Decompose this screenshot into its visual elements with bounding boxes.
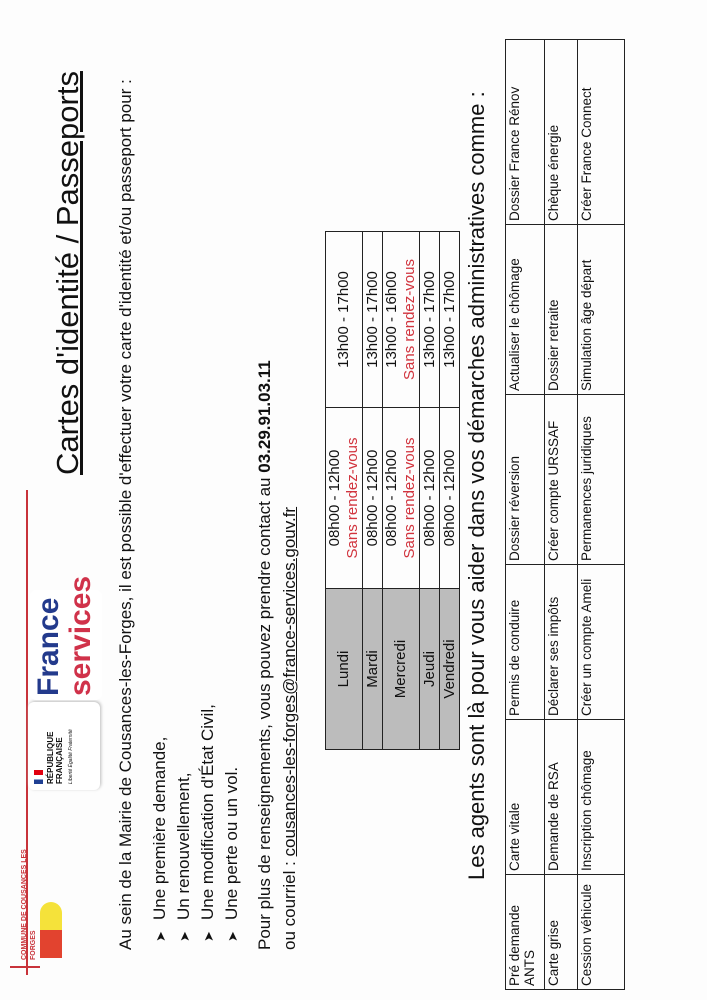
list-item-text: Une première demande, xyxy=(150,736,169,920)
day-cell: Lundi xyxy=(325,588,363,750)
morning-cell: 08h00 - 12h00 Sans rendez-vous xyxy=(382,407,420,589)
day-cell: Jeudi xyxy=(419,588,440,750)
service-cell: Permis de conduire xyxy=(505,564,545,720)
flag-icon xyxy=(34,770,43,784)
contact-text: Pour plus de renseignements, vous pouvez… xyxy=(255,477,274,950)
table-row: Mardi 08h00 - 12h00 13h00 - 17h00 xyxy=(362,231,383,750)
phone-number[interactable]: 03.29.91.03.11 xyxy=(255,360,274,473)
service-cell: Créer France Connect xyxy=(577,39,625,225)
service-cell: Dossier réversion xyxy=(505,394,545,565)
france-services-logo: France services xyxy=(30,576,102,700)
morning-cell: 08h00 - 12h00 Sans rendez-vous xyxy=(325,407,363,589)
table-row: Lundi 08h00 - 12h00 Sans rendez-vous 13h0… xyxy=(325,231,363,750)
email-label: ou courriel : xyxy=(280,861,299,950)
afternoon-cell: 13h00 - 17h00 xyxy=(325,231,363,408)
day-cell: Mercredi xyxy=(382,588,420,750)
morning-hours: 08h00 - 12h00 xyxy=(326,449,343,547)
service-cell: Créer compte URSSAF xyxy=(544,394,578,565)
service-cell: Carte grise xyxy=(544,874,578,990)
table-row: Vendredi 08h00 - 12h00 13h00 - 17h00 xyxy=(439,231,460,750)
list-item-text: Une modification d'État Civil, xyxy=(198,704,217,920)
intro-text: Au sein de la Mairie de Cousances-les-Fo… xyxy=(116,79,135,950)
email-link[interactable]: cousances-les-forges@france-services.gou… xyxy=(280,506,299,857)
table-row: Pré demande ANTS Carte vitale Permis de … xyxy=(505,39,545,990)
service-cell: Demande de RSA xyxy=(544,719,578,875)
table-row: Mercredi 08h00 - 12h00 Sans rendez-vous 1… xyxy=(382,231,420,750)
services-heading: Les agents sont là pour vous aider dans … xyxy=(464,91,489,880)
list-item: ➤ Un renouvellement, xyxy=(174,773,194,942)
arrow-bullet-icon: ➤ xyxy=(153,931,168,942)
france-services-logo-line2: services xyxy=(64,575,97,696)
arrow-bullet-icon: ➤ xyxy=(177,931,192,942)
service-cell: Cession véhicule xyxy=(577,874,625,990)
republique-francaise-logo: RÉPUBLIQUE FRANÇAISE Liberté Égalité Fra… xyxy=(28,702,100,790)
service-cell: Dossier retraite xyxy=(544,224,578,395)
arrow-bullet-icon: ➤ xyxy=(201,931,216,942)
service-cell: Actualiser le chômage xyxy=(505,224,545,395)
morning-hours: 08h00 - 12h00 xyxy=(383,449,400,547)
walk-in-note: Sans rendez-vous xyxy=(344,437,361,559)
walk-in-note: Sans rendez-vous xyxy=(401,437,418,559)
morning-cell: 08h00 - 12h00 xyxy=(439,407,460,589)
republique-text: RÉPUBLIQUE FRANÇAISE xyxy=(46,731,64,784)
list-item: ➤ Une modification d'État Civil, xyxy=(198,704,218,942)
table-row: Carte grise Demande de RSA Déclarer ses … xyxy=(544,39,578,990)
contact-phone-line: Pour plus de renseignements, vous pouvez… xyxy=(255,360,275,950)
walk-in-note: Sans rendez-vous xyxy=(401,259,418,380)
afternoon-cell: 13h00 - 17h00 xyxy=(439,231,460,408)
service-cell: Carte vitale xyxy=(505,719,545,875)
service-cell: Dossier France Rénov xyxy=(505,39,545,225)
service-cell: Déclarer ses impôts xyxy=(544,564,578,720)
service-cell: Simulation âge départ xyxy=(577,224,625,395)
red-margin-tick xyxy=(10,966,40,968)
service-cell: Permanences juridiques xyxy=(577,394,625,565)
afternoon-cell: 13h00 - 17h00 xyxy=(362,231,383,408)
service-cell: Chèque énergie xyxy=(544,39,578,225)
morning-cell: 08h00 - 12h00 xyxy=(362,407,383,589)
service-cell: Créer un compte Ameli xyxy=(577,564,625,720)
day-cell: Vendredi xyxy=(439,588,460,750)
service-cell: Inscription chômage xyxy=(577,719,625,875)
day-cell: Mardi xyxy=(362,588,383,750)
list-item-text: Un renouvellement, xyxy=(174,772,193,920)
service-cell: Pré demande ANTS xyxy=(505,874,545,990)
afternoon-cell: 13h00 - 16h00 Sans rendez-vous xyxy=(382,231,420,408)
opening-hours-table: Lundi 08h00 - 12h00 Sans rendez-vous 13h0… xyxy=(325,231,460,750)
table-row: Cession véhicule Inscription chômage Cré… xyxy=(577,39,625,990)
afternoon-hours: 13h00 - 16h00 xyxy=(383,271,400,368)
list-item-text: Une perte ou un vol. xyxy=(222,766,241,920)
france-services-logo-line1: France xyxy=(32,597,65,696)
coat-of-arms-icon xyxy=(40,902,62,958)
contact-email-line: ou courriel : cousances-les-forges@franc… xyxy=(280,507,300,950)
commune-logo-text: COMMUNE DE COUSANCES LES FORGES xyxy=(21,849,37,960)
table-row: Jeudi 08h00 - 12h00 13h00 - 17h00 xyxy=(419,231,440,750)
arrow-bullet-icon: ➤ xyxy=(225,931,240,942)
motto-text: Liberté Égalité Fraternité xyxy=(68,729,74,784)
afternoon-cell: 13h00 - 17h00 xyxy=(419,231,440,408)
page-title: Cartes d'identité / Passeports xyxy=(50,71,85,475)
morning-cell: 08h00 - 12h00 xyxy=(419,407,440,589)
commune-logo: COMMUNE DE COUSANCES LES FORGES xyxy=(20,830,62,960)
list-item: ➤ Une perte ou un vol. xyxy=(222,767,242,942)
list-item: ➤ Une première demande, xyxy=(150,737,170,942)
services-table: Pré demande ANTS Carte vitale Permis de … xyxy=(505,39,625,990)
